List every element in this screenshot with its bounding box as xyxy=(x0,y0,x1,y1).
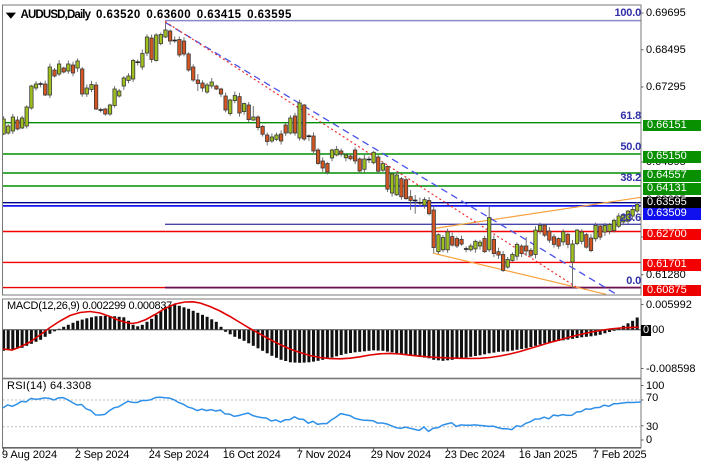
svg-text:MACD(12,26,9) 0.002299 0.00083: MACD(12,26,9) 0.002299 0.000837 xyxy=(7,300,172,312)
svg-text:RSI(14) 64.3308: RSI(14) 64.3308 xyxy=(7,380,91,392)
